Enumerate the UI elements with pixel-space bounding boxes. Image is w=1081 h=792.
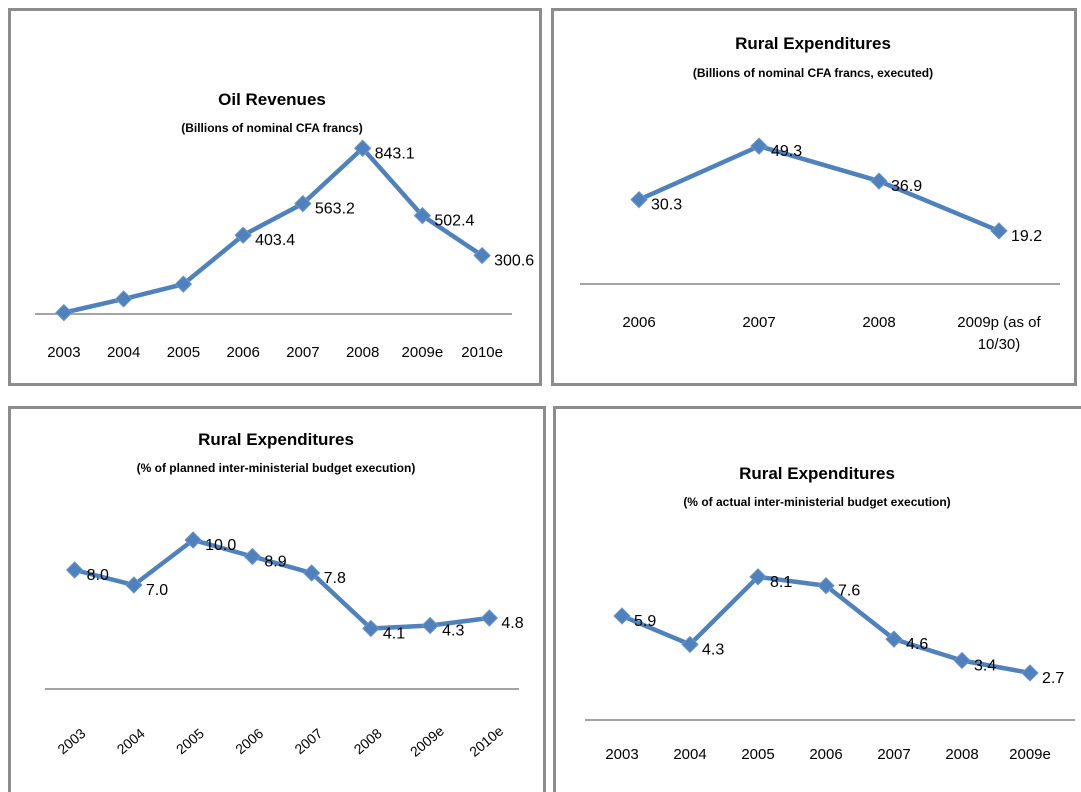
x-tick-label: 2008 (345, 344, 380, 361)
panel (8, 406, 546, 792)
x-tick-label: 2005 (166, 344, 201, 361)
data-label: 8.0 (87, 567, 109, 584)
marker (953, 651, 971, 670)
x-tick-label: 2009p (as of 10/30) (957, 314, 1041, 353)
marker (234, 226, 252, 244)
data-label: 19.2 (1011, 228, 1042, 245)
data-label: 7.6 (838, 583, 860, 600)
marker (125, 576, 143, 594)
panel (551, 8, 1077, 386)
data-label: 403.4 (255, 232, 295, 249)
marker (749, 568, 767, 586)
x-tick-label: 2008 (351, 725, 385, 757)
chart-title: Rural Expenditures (739, 464, 895, 483)
data-label: 8.1 (770, 574, 792, 591)
marker (885, 630, 903, 648)
x-tick-label: 2003 (605, 746, 639, 763)
x-tick-label: 2004 (673, 746, 707, 763)
chart-title: Oil Revenues (218, 90, 326, 109)
marker (681, 635, 699, 654)
data-label: 49.3 (771, 143, 802, 160)
x-tick-label: 2006 (622, 314, 656, 331)
x-tick-label: 2005 (741, 746, 775, 763)
data-label: 2.7 (1042, 670, 1064, 687)
x-tick-label: 2008 (945, 746, 979, 763)
data-label: 563.2 (315, 201, 355, 218)
data-label: 3.4 (974, 657, 996, 674)
x-tick-label: 2005 (173, 725, 207, 757)
x-tick-label: 2010e (461, 344, 503, 361)
x-tick-label: 2010e (466, 722, 506, 759)
data-label: 7.0 (146, 582, 168, 599)
chart-title: Rural Expenditures (735, 34, 891, 53)
data-label: 4.3 (442, 623, 464, 640)
panel (8, 8, 542, 386)
marker (243, 547, 262, 566)
x-tick-label: 2003 (47, 344, 81, 361)
marker (480, 609, 499, 627)
marker (817, 577, 835, 595)
chart-subtitle: (Billions of nominal CFA francs, execute… (692, 66, 934, 80)
marker (421, 616, 439, 635)
data-label: 7.8 (324, 570, 346, 587)
marker (630, 190, 648, 209)
marker (1021, 664, 1039, 682)
marker (174, 275, 193, 293)
data-label: 843.1 (375, 145, 415, 162)
marker (362, 619, 380, 638)
x-tick-label: 2006 (809, 746, 843, 763)
data-label: 5.9 (634, 613, 656, 630)
x-tick-label: 2006 (232, 725, 266, 757)
marker (65, 561, 84, 579)
marker (302, 564, 321, 582)
chart-subtitle: (% of planned inter-ministerial budget e… (136, 461, 416, 475)
data-label: 30.3 (651, 197, 682, 214)
x-tick-label: 2009e (1009, 746, 1051, 763)
x-tick-label: 2004 (114, 725, 148, 757)
data-label: 4.1 (383, 626, 405, 643)
chart-title: Rural Expenditures (198, 430, 354, 449)
x-tick-label: 2007 (742, 314, 776, 331)
x-tick-label: 2007 (877, 746, 911, 763)
marker (413, 206, 432, 225)
marker (990, 222, 1008, 240)
marker (613, 607, 631, 625)
x-tick-label: 2007 (286, 344, 320, 361)
panel (553, 406, 1081, 792)
x-tick-label: 2008 (862, 314, 896, 331)
data-label: 502.4 (434, 213, 474, 230)
data-label: 4.6 (906, 636, 928, 653)
marker (353, 139, 372, 157)
marker (114, 290, 133, 308)
x-tick-label: 2006 (226, 344, 260, 361)
marker (750, 137, 768, 155)
x-tick-label: 2004 (106, 344, 141, 361)
data-label: 10.0 (205, 537, 236, 554)
data-label: 300.6 (494, 253, 534, 270)
marker (473, 246, 491, 265)
x-tick-label: 2009e (401, 344, 444, 361)
marker (55, 303, 73, 322)
data-line (74, 537, 490, 631)
marker (870, 172, 888, 190)
marker (294, 194, 312, 213)
chart-subtitle: (% of actual inter-ministerial budget ex… (683, 495, 951, 509)
chart-subtitle: (Billions of nominal CFA francs) (181, 121, 363, 135)
data-label: 8.9 (264, 554, 286, 571)
marker (184, 531, 202, 549)
data-label: 36.9 (891, 178, 922, 195)
x-tick-label: 2009e (407, 722, 447, 759)
data-label: 4.8 (501, 615, 523, 632)
data-line (63, 146, 484, 315)
data-line (638, 143, 1000, 233)
x-tick-label: 2003 (54, 725, 88, 757)
data-label: 4.3 (702, 641, 724, 658)
x-tick-label: 2007 (291, 725, 325, 757)
